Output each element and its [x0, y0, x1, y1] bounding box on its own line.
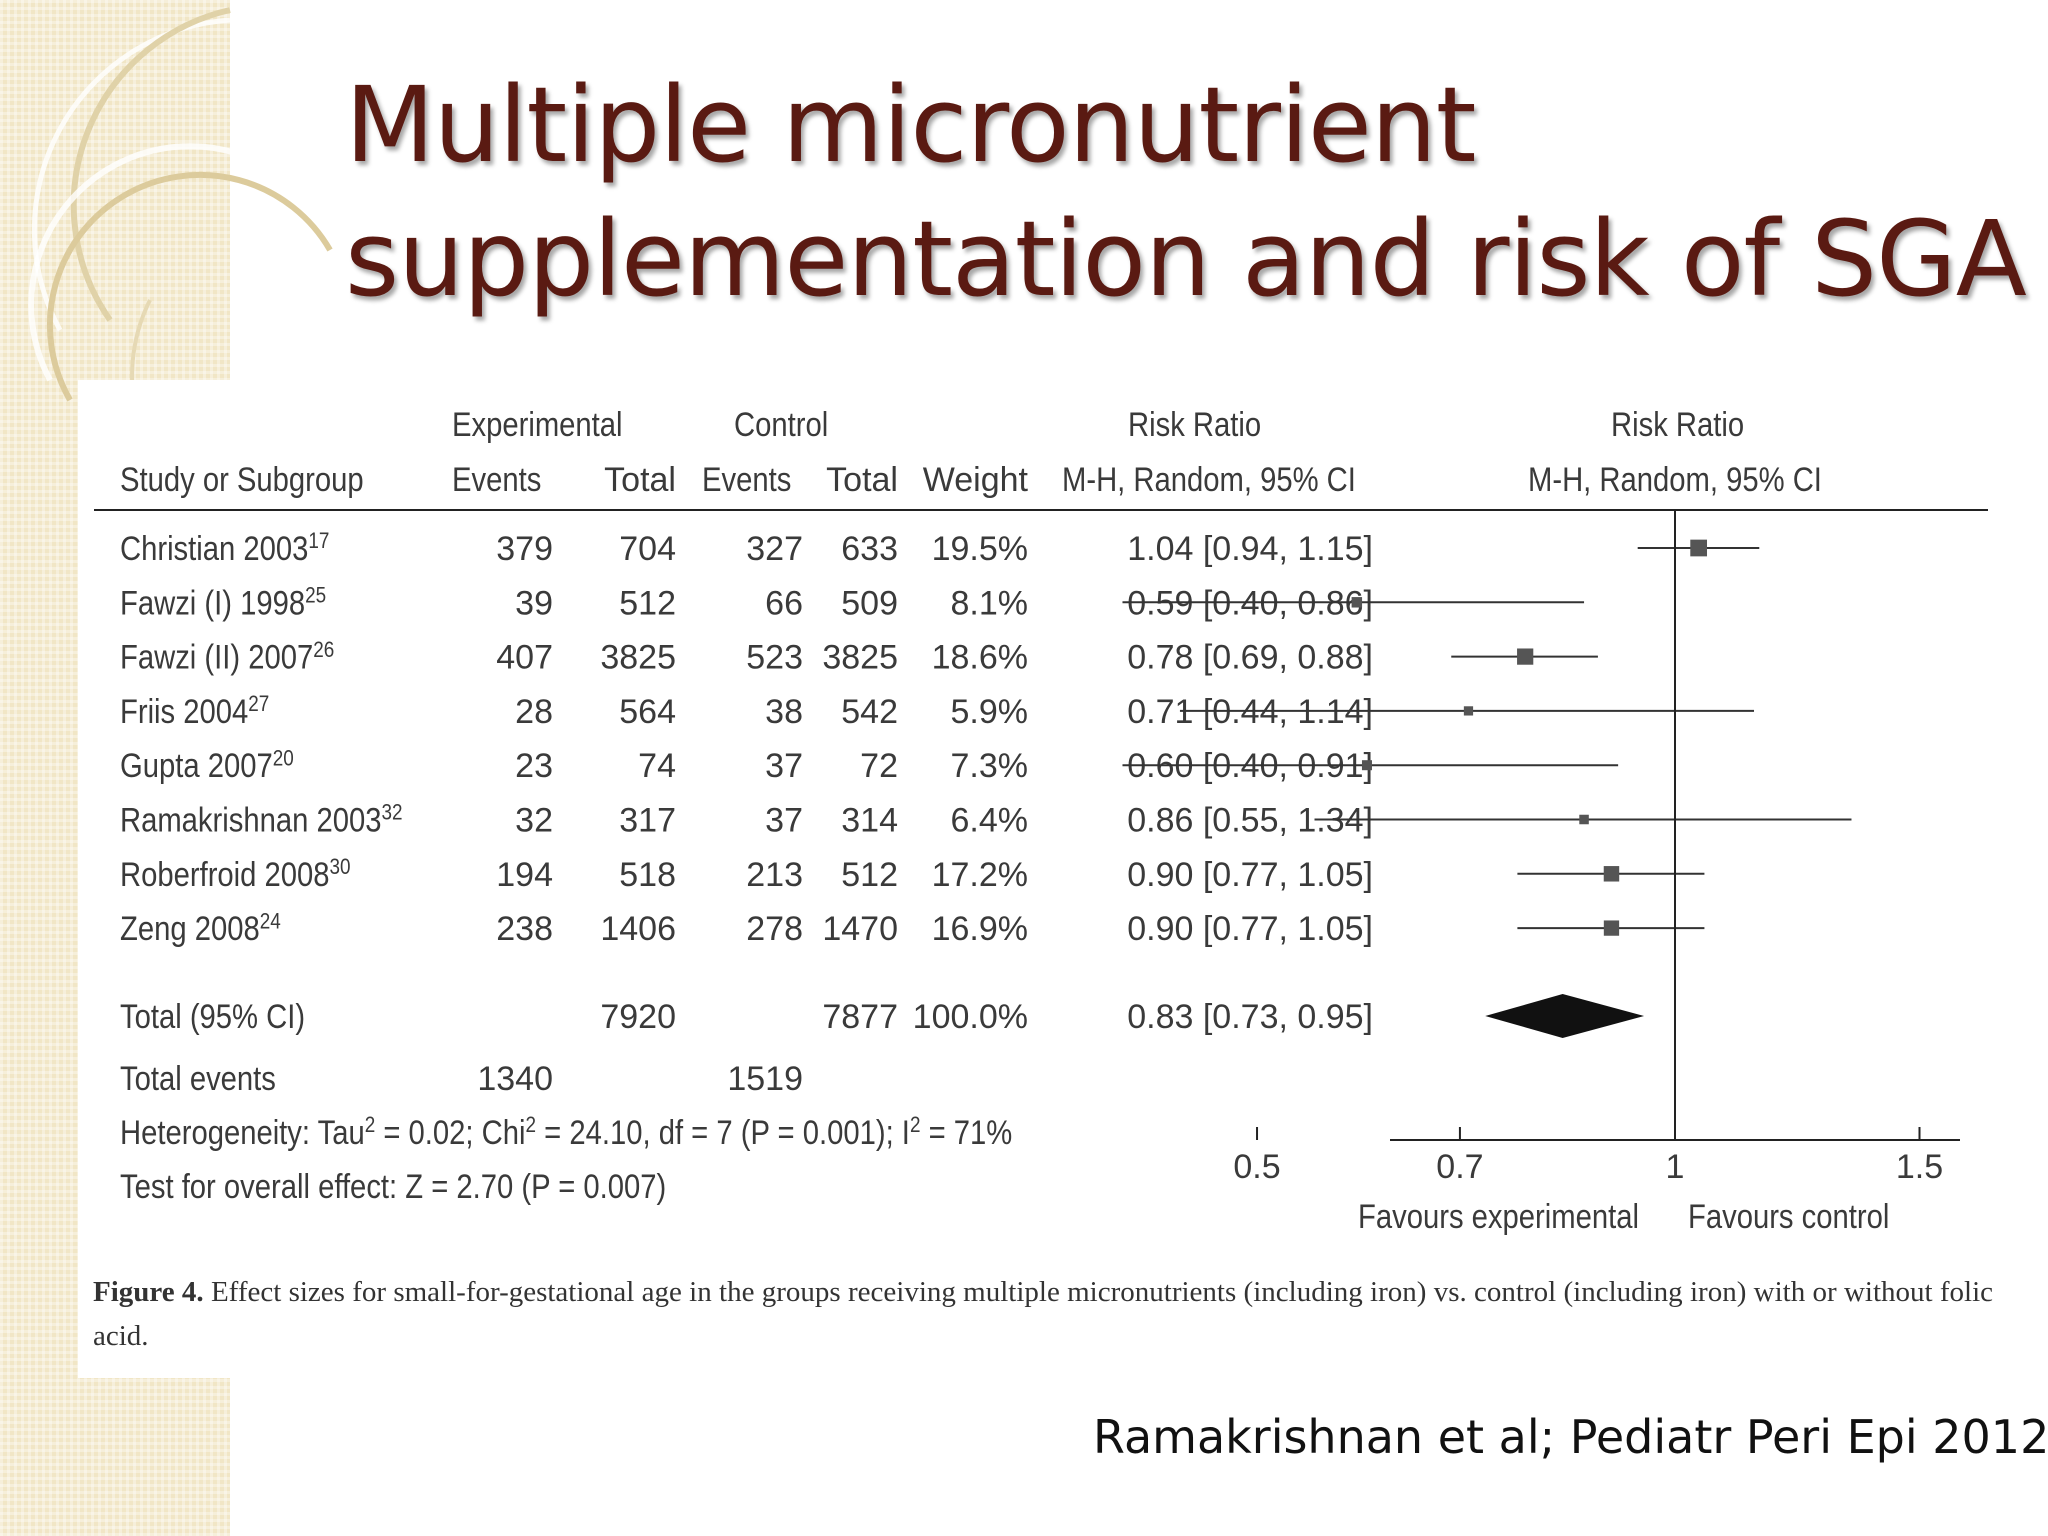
exp-events: 194: [496, 856, 553, 894]
slide-title: Multiple micronutrient supplementation a…: [345, 58, 2027, 326]
study-marker: [1690, 539, 1708, 557]
exp-total: 1406: [600, 910, 676, 948]
total-diamond: [1485, 994, 1645, 1038]
study-name: Roberfroid 200830: [120, 854, 351, 893]
header-risk-ratio-text: Risk Ratio: [1128, 405, 1261, 444]
study-name: Friis 200427: [120, 691, 269, 730]
x-tick-label: 1: [1666, 1148, 1685, 1186]
ctl-events: 523: [746, 639, 803, 677]
total-events-label: Total events: [120, 1059, 276, 1098]
study-weight: 7.3%: [951, 747, 1029, 785]
study-name: Gupta 200720: [120, 746, 294, 785]
total-label: Total (95% CI): [120, 997, 305, 1036]
exp-events: 39: [515, 584, 553, 622]
study-marker: [1517, 648, 1534, 665]
study-marker: [1579, 814, 1589, 825]
favours-control-label: Favours control: [1688, 1197, 1889, 1236]
ctl-total: 3825: [822, 639, 898, 677]
column-header-ctl-total: Total: [826, 461, 898, 499]
ctl-events: 38: [765, 693, 803, 731]
column-header-exp-events: Events: [452, 460, 541, 499]
exp-total: 518: [619, 856, 676, 894]
column-header-weight: Weight: [923, 461, 1029, 499]
overall-effect-text: Test for overall effect: Z = 2.70 (P = 0…: [120, 1167, 666, 1206]
study-name: Zeng 200824: [120, 908, 281, 947]
column-header-study: Study or Subgroup: [120, 460, 364, 499]
study-weight: 17.2%: [932, 856, 1028, 894]
study-name: Fawzi (II) 200726: [120, 637, 334, 676]
study-marker: [1463, 706, 1474, 716]
total-events-ctl: 1519: [727, 1060, 803, 1098]
exp-total: 74: [638, 747, 676, 785]
figure-caption-text: Effect sizes for small-for-gestational a…: [93, 1276, 1993, 1352]
ctl-total: 72: [860, 747, 898, 785]
exp-events: 28: [515, 693, 553, 731]
ctl-events: 213: [746, 856, 803, 894]
figure-caption: Figure 4. Effect sizes for small-for-ges…: [93, 1270, 1993, 1358]
header-risk-ratio-plot: Risk Ratio: [1611, 405, 1744, 444]
ctl-total: 509: [841, 584, 898, 622]
forest-plot-figure: Experimental Control Risk Ratio Risk Ratio S…: [78, 380, 2013, 1378]
exp-events: 32: [515, 802, 553, 840]
exp-events: 23: [515, 747, 553, 785]
exp-total: 564: [619, 693, 676, 731]
total-weight: 100.0%: [913, 998, 1028, 1036]
exp-total: 704: [619, 530, 676, 568]
figure-caption-label: Figure 4.: [93, 1276, 204, 1308]
study-marker: [1603, 866, 1620, 882]
slide-title-line-2: supplementation and risk of SGA: [345, 198, 2027, 320]
ctl-total: 633: [841, 530, 898, 568]
slide-title-line-1: Multiple micronutrient: [345, 64, 1477, 186]
column-header-rr-plot: M-H, Random, 95% CI: [1528, 460, 1822, 499]
ctl-total: 542: [841, 693, 898, 731]
study-ci-text: 0.90 [0.77, 1.05]: [1127, 910, 1373, 948]
study-ci-text: 0.78 [0.69, 0.88]: [1127, 639, 1373, 677]
study-ci-text: 0.90 [0.77, 1.05]: [1127, 856, 1373, 894]
column-header-rr-text: M-H, Random, 95% CI: [1062, 460, 1356, 499]
study-weight: 8.1%: [951, 584, 1029, 622]
study-weight: 16.9%: [932, 910, 1028, 948]
x-tick-label: 0.5: [1233, 1148, 1280, 1186]
column-header-ctl-events: Events: [702, 460, 791, 499]
ctl-events: 37: [765, 747, 803, 785]
favours-experimental-label: Favours experimental: [1358, 1197, 1639, 1236]
study-weight: 5.9%: [951, 693, 1029, 731]
exp-events: 238: [496, 910, 553, 948]
study-marker: [1351, 597, 1363, 608]
study-name: Ramakrishnan 200332: [120, 800, 403, 839]
header-control: Control: [734, 405, 828, 444]
study-weight: 19.5%: [932, 530, 1028, 568]
exp-total: 512: [619, 584, 676, 622]
heterogeneity-text: Heterogeneity: Tau2 = 0.02; Chi2 = 24.10…: [120, 1112, 1012, 1151]
exp-total: 3825: [600, 639, 676, 677]
study-name: Fawzi (I) 199825: [120, 583, 326, 622]
exp-events: 407: [496, 639, 553, 677]
ctl-total: 314: [841, 802, 898, 840]
ctl-events: 278: [746, 910, 803, 948]
total-events-exp: 1340: [477, 1060, 553, 1098]
ctl-total: 1470: [822, 910, 898, 948]
ctl-total: 512: [841, 856, 898, 894]
ctl-events: 66: [765, 584, 803, 622]
forest-plot: Experimental Control Risk Ratio Risk Ratio S…: [94, 405, 1988, 1236]
study-weight: 18.6%: [932, 639, 1028, 677]
study-marker: [1361, 760, 1372, 771]
study-ci-text: 0.71 [0.44, 1.14]: [1127, 693, 1373, 731]
total-ctl-total: 7877: [822, 998, 898, 1036]
study-weight: 6.4%: [951, 802, 1029, 840]
study-name: Christian 200317: [120, 528, 329, 567]
x-tick-label: 1.5: [1896, 1148, 1943, 1186]
study-marker: [1603, 920, 1620, 936]
ctl-events: 327: [746, 530, 803, 568]
exp-total: 317: [619, 802, 676, 840]
header-experimental: Experimental: [452, 405, 623, 444]
citation: Ramakrishnan et al; Pediatr Peri Epi 201…: [1093, 1410, 2048, 1464]
total-exp-total: 7920: [600, 998, 676, 1036]
study-ci-text: 1.04 [0.94, 1.15]: [1127, 530, 1373, 568]
exp-events: 379: [496, 530, 553, 568]
x-tick-label: 0.7: [1436, 1148, 1483, 1186]
total-ci-text: 0.83 [0.73, 0.95]: [1127, 998, 1373, 1036]
column-header-exp-total: Total: [604, 461, 676, 499]
ctl-events: 37: [765, 802, 803, 840]
